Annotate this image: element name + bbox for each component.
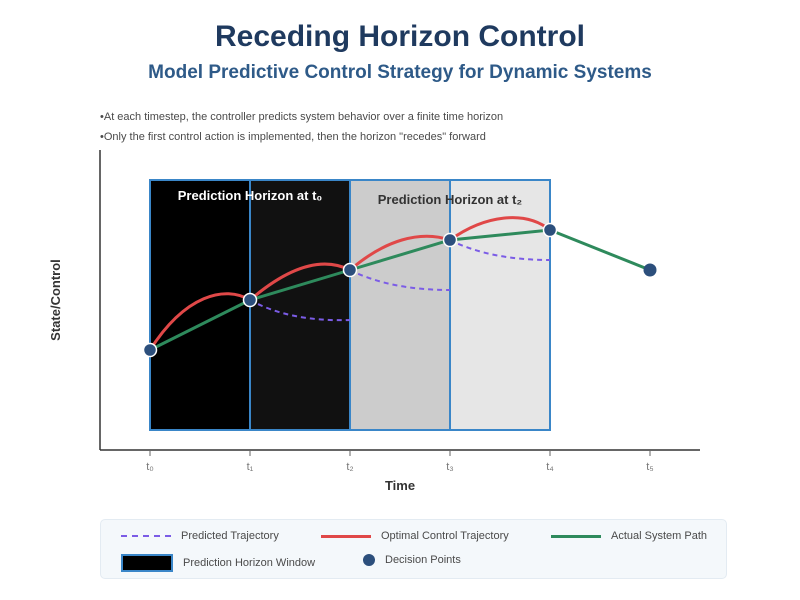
horizon-label-t0: Prediction Horizon at t₀ [178, 188, 323, 203]
legend-label-optimal: Optimal Control Trajectory [381, 530, 509, 542]
x-axis-label: Time [385, 478, 415, 493]
decision-point-t1 [242, 292, 258, 308]
legend-item-points: Decision Points [363, 554, 461, 566]
legend-label-points: Decision Points [385, 554, 461, 566]
predicted-trajectory-t3 [449, 239, 551, 261]
explanation-bullet-2: Only the first control action is impleme… [100, 130, 503, 150]
predicted-trajectories [249, 239, 551, 322]
tick-label-t0: t₀ [146, 461, 154, 473]
legend-swatch-predicted [121, 535, 171, 537]
horizon-window-borders [149, 179, 551, 431]
horizon-window-t0-first [150, 180, 250, 430]
tick-label-t2: t₂ [346, 461, 353, 473]
legend-label-window: Prediction Horizon Window [183, 557, 316, 569]
tick-label-t1: t₁ [247, 461, 254, 473]
x-ticks [149, 450, 651, 456]
legend-swatch-window [121, 554, 173, 572]
predicted-trajectory-t1 [249, 299, 351, 322]
legend-item-optimal: Optimal Control Trajectory [321, 530, 509, 542]
decision-point-t4 [542, 222, 558, 238]
legend-swatch-actual [551, 534, 601, 538]
diagram-title: Receding Horizon Control [215, 20, 585, 53]
tick-label-t5: t₅ [646, 461, 654, 473]
legend-item-actual: Actual System Path [551, 530, 707, 542]
horizon-window-t2-first [350, 180, 450, 430]
decision-point-t2 [342, 262, 358, 278]
legend-item-predicted: Predicted Trajectory [121, 530, 279, 542]
y-axis-label: State/Control [48, 259, 63, 341]
decision-point-t0 [142, 342, 158, 358]
legend-label-actual: Actual System Path [611, 530, 707, 542]
optimal-control-trajectory [148, 216, 551, 351]
horizon-window-t0-second [250, 180, 350, 430]
diagram-subtitle: Model Predictive Control Strategy for Dy… [148, 62, 652, 83]
legend: Predicted Trajectory Optimal Control Tra… [100, 519, 727, 579]
tick-label-t4: t₄ [546, 461, 554, 473]
decision-point-t3 [442, 232, 458, 248]
legend-swatch-point [363, 554, 375, 566]
tick-label-t3: t₃ [446, 461, 454, 473]
decision-point-t5 [643, 263, 657, 277]
explanation-bullet-1: At each timestep, the controller predict… [100, 110, 503, 130]
decision-points [142, 222, 657, 358]
legend-item-window: Prediction Horizon Window [121, 554, 315, 572]
predicted-trajectory-t2 [349, 269, 451, 291]
horizon-label-t2: Prediction Horizon at t₂ [378, 192, 523, 207]
explanation-list: At each timestep, the controller predict… [100, 110, 503, 150]
actual-system-path [149, 228, 651, 352]
legend-swatch-optimal [321, 534, 371, 538]
legend-label-predicted: Predicted Trajectory [181, 530, 279, 542]
